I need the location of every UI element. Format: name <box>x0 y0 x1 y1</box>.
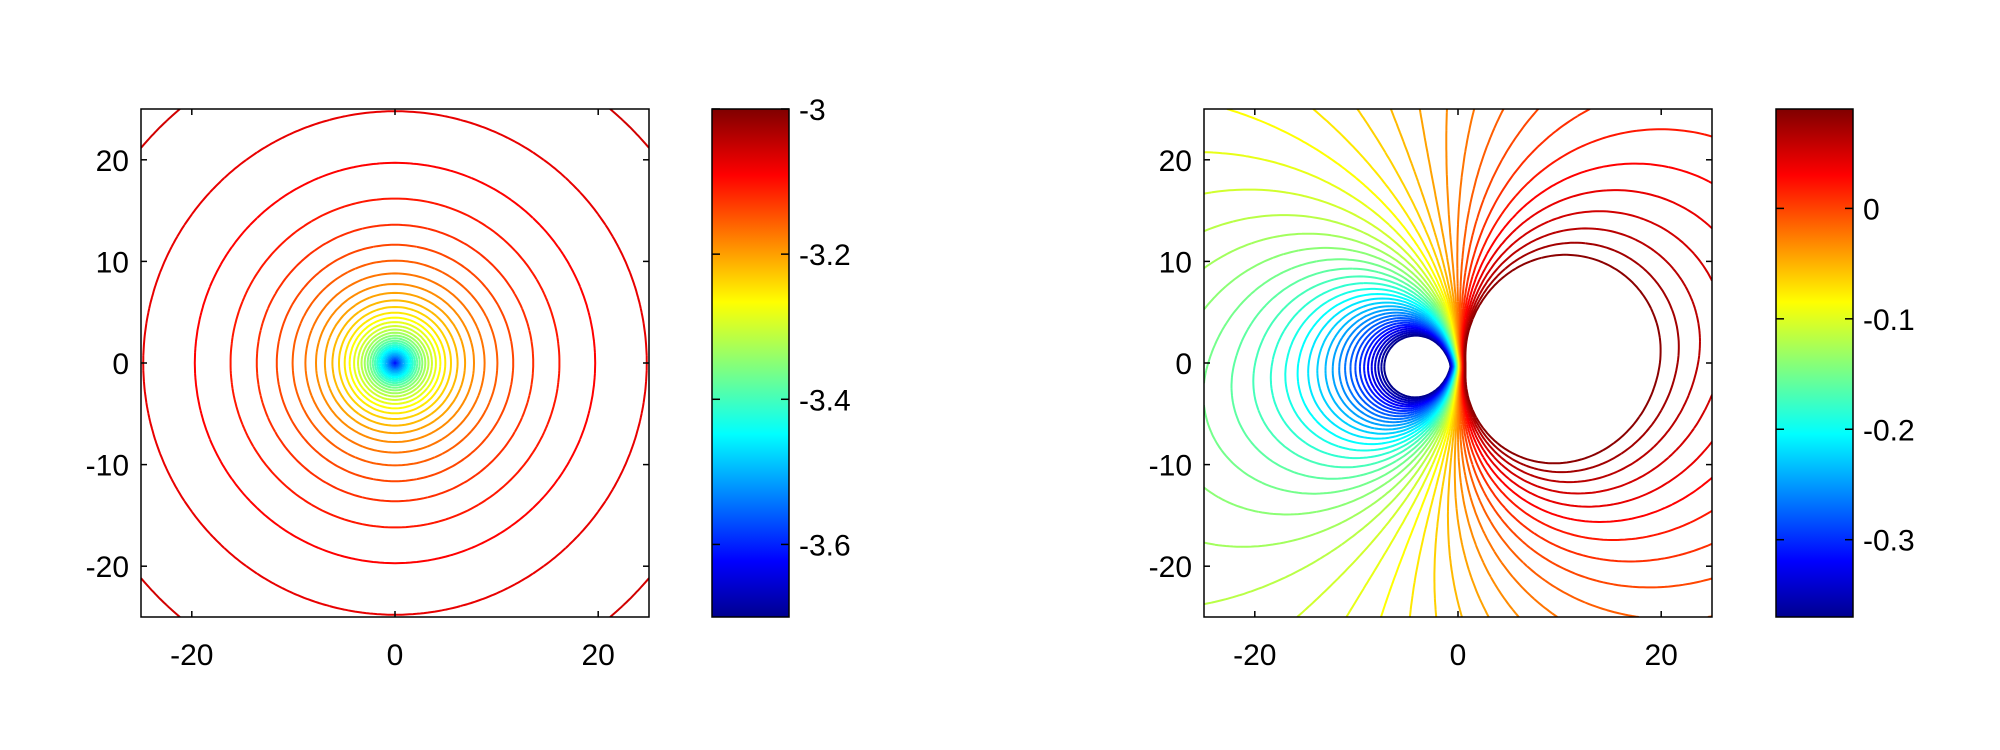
right-contour-chart: -20 0 20 20 10 0 -10 -20 0 -0.1 -0.2 -0.3 <box>1149 108 1915 672</box>
contour-line <box>376 344 414 382</box>
contour-line <box>382 350 408 376</box>
y-tick-label: -20 <box>86 551 129 584</box>
colorbar-tick-label: -3 <box>799 94 826 127</box>
contour-line <box>348 316 442 410</box>
contour-line <box>275 243 515 483</box>
y-tick-label: 0 <box>1175 348 1192 381</box>
contour-line <box>323 291 467 435</box>
contour-line <box>1462 189 1712 508</box>
contour-line <box>379 347 411 379</box>
contour-line <box>338 306 452 420</box>
contour-line <box>369 337 421 389</box>
contour-line <box>1463 241 1680 474</box>
contour-line <box>141 109 649 617</box>
y-tick-label: -20 <box>1149 551 1192 584</box>
x-tick-label: 0 <box>1450 639 1467 672</box>
contour-line <box>1312 109 1462 617</box>
left-contour-chart: -20 0 20 20 10 0 -10 -20 -3 -3.2 -3.4 -3.6 <box>86 94 851 672</box>
contour-line <box>371 339 419 387</box>
left-colorbar <box>711 108 790 618</box>
contour-line <box>353 321 437 405</box>
contour-line <box>384 352 406 374</box>
colorbar-tick-label: -3.4 <box>799 384 851 417</box>
y-tick-label: -10 <box>86 450 129 483</box>
x-tick-label: -20 <box>170 639 213 672</box>
left-colorbar-ticks: -3 -3.2 -3.4 -3.6 <box>712 94 851 562</box>
contour-line <box>1459 109 1712 589</box>
y-tick-label: 20 <box>96 145 129 178</box>
contour-line <box>1458 109 1712 617</box>
contour-line <box>229 197 561 529</box>
contour-line <box>255 223 535 503</box>
contour-line <box>315 283 475 443</box>
left-x-axis-ticks: -20 0 20 <box>170 109 615 672</box>
contour-line <box>357 325 433 401</box>
contour-line <box>386 354 404 372</box>
colorbar-tick-label: -0.2 <box>1863 414 1915 447</box>
contour-line <box>390 358 400 368</box>
contour-line <box>193 161 597 565</box>
right-x-axis-ticks: -20 0 20 <box>1233 109 1678 672</box>
y-tick-label: -10 <box>1149 450 1192 483</box>
right-colorbar <box>1775 108 1854 618</box>
colorbar-tick-label: -3.2 <box>799 239 851 272</box>
contour-line <box>360 328 430 398</box>
contour-line <box>377 345 413 381</box>
contour-line <box>1226 109 1461 617</box>
y-tick-label: 10 <box>96 246 129 279</box>
colorbar-tick-label: -0.3 <box>1863 525 1915 558</box>
contour-line <box>385 353 405 373</box>
contour-line <box>1456 109 1558 617</box>
contour-line <box>1463 210 1712 495</box>
colorbar-tick-label: -0.1 <box>1863 304 1915 337</box>
y-tick-label: 10 <box>1159 246 1192 279</box>
contour-line <box>1461 162 1712 523</box>
contour-line <box>381 349 409 377</box>
right-colorbar-ticks: 0 -0.1 -0.2 -0.3 <box>1776 193 1915 558</box>
contour-line <box>373 341 417 385</box>
contour-line <box>331 299 459 427</box>
right-y-axis-ticks: 20 10 0 -10 -20 <box>1149 145 1712 584</box>
contour-line <box>366 334 424 392</box>
x-tick-label: 20 <box>582 639 615 672</box>
x-tick-label: -20 <box>1233 639 1276 672</box>
y-tick-label: 20 <box>1159 145 1192 178</box>
left-contour-lines <box>141 109 649 617</box>
y-tick-label: 0 <box>112 348 129 381</box>
contour-line <box>142 110 648 616</box>
x-tick-label: 0 <box>387 639 404 672</box>
contour-line <box>304 272 486 454</box>
contour-line <box>343 311 447 415</box>
contour-line <box>1463 227 1701 484</box>
contour-line <box>291 259 499 467</box>
contour-line <box>389 357 401 369</box>
contour-line <box>1252 275 1459 469</box>
contour-line <box>363 331 427 395</box>
right-contour-lines <box>1204 109 1712 617</box>
x-tick-label: 20 <box>1645 639 1678 672</box>
colorbar-tick-label: -3.6 <box>799 529 851 562</box>
colorbar-tick-label: 0 <box>1863 193 1880 226</box>
contour-line <box>1204 246 1460 516</box>
contour-line <box>1464 253 1662 465</box>
left-y-axis-ticks: 20 10 0 -10 -20 <box>86 145 649 584</box>
